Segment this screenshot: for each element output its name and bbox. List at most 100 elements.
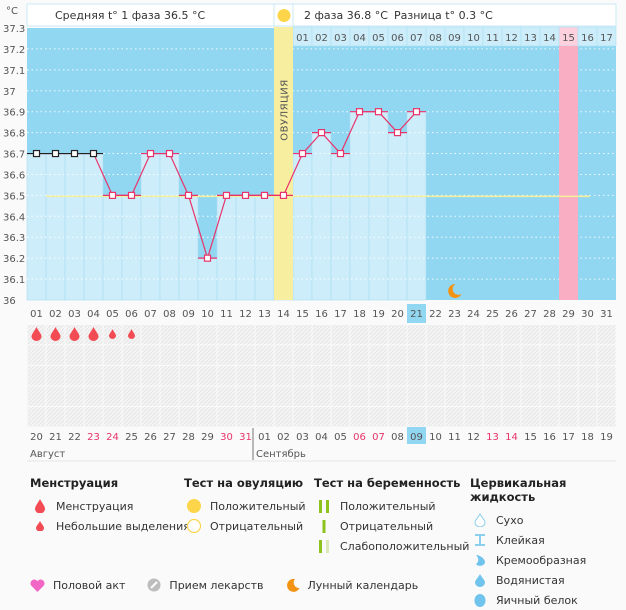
- calendar-date-label[interactable]: 01: [258, 432, 271, 443]
- symptom-cell[interactable]: [426, 366, 445, 386]
- symptom-cell[interactable]: [464, 386, 483, 407]
- symptom-cell[interactable]: [331, 407, 350, 427]
- symptom-cell[interactable]: [369, 407, 388, 427]
- symptom-cell[interactable]: [540, 366, 559, 386]
- calendar-date-label[interactable]: 21: [49, 432, 62, 443]
- calendar-date-label[interactable]: 08: [391, 432, 404, 443]
- symptom-cell[interactable]: [27, 386, 46, 407]
- symptom-cell[interactable]: [445, 366, 464, 386]
- symptom-cell[interactable]: [312, 386, 331, 407]
- symptom-cell[interactable]: [103, 386, 122, 407]
- cycle-day-label[interactable]: 25: [486, 309, 499, 320]
- temperature-bar[interactable]: [406, 111, 427, 301]
- symptom-cell[interactable]: [236, 366, 255, 386]
- calendar-date-label[interactable]: 13: [486, 432, 499, 443]
- symptom-cell[interactable]: [46, 345, 65, 366]
- temperature-point[interactable]: [241, 191, 250, 199]
- calendar-date-label[interactable]: 16: [543, 432, 556, 443]
- temperature-bar[interactable]: [216, 195, 237, 301]
- symptom-cell[interactable]: [521, 366, 540, 386]
- symptom-cell[interactable]: [369, 325, 388, 345]
- symptom-cell[interactable]: [255, 386, 274, 407]
- symptom-cell[interactable]: [388, 407, 407, 427]
- temperature-point[interactable]: [127, 191, 136, 199]
- symptom-cell[interactable]: [445, 407, 464, 427]
- calendar-date-label[interactable]: 20: [30, 432, 43, 443]
- symptom-cell[interactable]: [122, 345, 141, 366]
- symptom-cell[interactable]: [179, 325, 198, 345]
- symptom-cell[interactable]: [293, 386, 312, 407]
- temperature-bar[interactable]: [45, 153, 66, 301]
- symptom-cell[interactable]: [388, 325, 407, 345]
- symptom-cell[interactable]: [426, 325, 445, 345]
- symptom-cell[interactable]: [65, 345, 84, 366]
- symptom-cell[interactable]: [198, 366, 217, 386]
- symptom-cell[interactable]: [331, 325, 350, 345]
- symptom-cell[interactable]: [502, 325, 521, 345]
- symptom-cell[interactable]: [426, 407, 445, 427]
- symptom-cell[interactable]: [84, 407, 103, 427]
- symptom-cell[interactable]: [331, 345, 350, 366]
- symptom-cell[interactable]: [217, 325, 236, 345]
- symptom-cell[interactable]: [445, 345, 464, 366]
- symptom-cell[interactable]: [122, 407, 141, 427]
- cycle-day-label[interactable]: 17: [334, 309, 347, 320]
- symptom-cell[interactable]: [464, 345, 483, 366]
- symptom-cell[interactable]: [312, 325, 331, 345]
- symptom-cell[interactable]: [407, 345, 426, 366]
- temperature-point[interactable]: [146, 149, 155, 158]
- symptom-cell[interactable]: [103, 407, 122, 427]
- menstruation-drop-icon[interactable]: [31, 327, 42, 341]
- symptom-cell[interactable]: [426, 386, 445, 407]
- symptom-cell[interactable]: [198, 386, 217, 407]
- cycle-day-label[interactable]: 13: [258, 309, 271, 320]
- symptom-cell[interactable]: [464, 366, 483, 386]
- temperature-point[interactable]: [32, 149, 41, 158]
- symptom-cell[interactable]: [559, 407, 578, 427]
- cycle-day-label[interactable]: 22: [429, 309, 442, 320]
- symptom-cell[interactable]: [597, 407, 616, 427]
- menstruation-drop-icon[interactable]: [88, 327, 99, 341]
- symptom-cell[interactable]: [388, 366, 407, 386]
- symptom-cell[interactable]: [236, 407, 255, 427]
- symptom-cell[interactable]: [141, 366, 160, 386]
- cycle-day-label[interactable]: 28: [543, 309, 556, 320]
- calendar-date-label[interactable]: 05: [334, 432, 347, 443]
- cycle-day-label[interactable]: 08: [163, 309, 176, 320]
- calendar-date-label[interactable]: 09: [410, 432, 423, 443]
- symptom-cell[interactable]: [426, 345, 445, 366]
- symptom-cell[interactable]: [578, 345, 597, 366]
- calendar-date-label[interactable]: 02: [277, 432, 290, 443]
- cycle-day-label[interactable]: 20: [391, 309, 404, 320]
- symptom-cell[interactable]: [255, 345, 274, 366]
- cycle-day-label[interactable]: 26: [505, 309, 518, 320]
- symptom-cell[interactable]: [160, 345, 179, 366]
- symptom-cell[interactable]: [559, 345, 578, 366]
- symptom-cell[interactable]: [597, 366, 616, 386]
- symptom-cell[interactable]: [217, 407, 236, 427]
- symptom-cell[interactable]: [407, 386, 426, 407]
- spotting-drop-icon[interactable]: [128, 329, 135, 339]
- symptom-cell[interactable]: [540, 386, 559, 407]
- symptom-cell[interactable]: [217, 345, 236, 366]
- cycle-day-label[interactable]: 12: [239, 309, 252, 320]
- temperature-bar[interactable]: [140, 153, 161, 301]
- cycle-day-label[interactable]: 09: [182, 309, 195, 320]
- symptom-cell[interactable]: [65, 366, 84, 386]
- symptom-cell[interactable]: [217, 366, 236, 386]
- symptom-cell[interactable]: [597, 345, 616, 366]
- calendar-date-label[interactable]: 11: [448, 432, 461, 443]
- temperature-point[interactable]: [89, 149, 98, 158]
- cycle-day-label[interactable]: 11: [220, 309, 233, 320]
- temperature-bar[interactable]: [102, 195, 123, 301]
- calendar-date-label[interactable]: 22: [68, 432, 81, 443]
- temperature-point[interactable]: [279, 191, 288, 199]
- cycle-day-label[interactable]: 18: [353, 309, 366, 320]
- calendar-date-label[interactable]: 04: [315, 432, 328, 443]
- symptom-cell[interactable]: [198, 325, 217, 345]
- symptom-cell[interactable]: [198, 345, 217, 366]
- temperature-bar[interactable]: [121, 195, 142, 301]
- symptom-cell[interactable]: [103, 345, 122, 366]
- symptom-cell[interactable]: [293, 345, 312, 366]
- symptom-cell[interactable]: [179, 366, 198, 386]
